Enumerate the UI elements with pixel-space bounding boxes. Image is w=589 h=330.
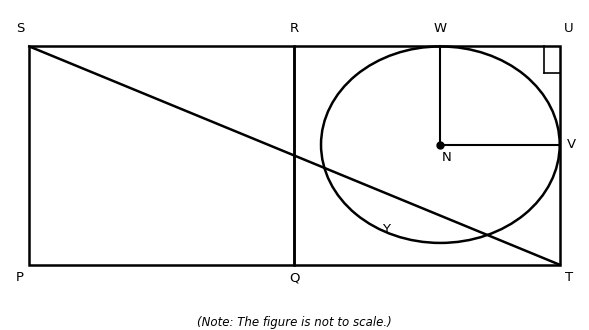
- Text: Y: Y: [382, 223, 390, 236]
- Text: Q: Q: [289, 271, 300, 284]
- Bar: [294, 47, 560, 265]
- Text: S: S: [16, 22, 24, 36]
- Text: P: P: [16, 271, 24, 284]
- Text: V: V: [567, 138, 576, 151]
- Text: W: W: [434, 22, 447, 36]
- Text: T: T: [565, 271, 573, 284]
- Text: U: U: [564, 22, 574, 36]
- Text: R: R: [290, 22, 299, 36]
- Bar: [29, 47, 294, 265]
- Text: (Note: The figure is not to scale.): (Note: The figure is not to scale.): [197, 316, 392, 329]
- Text: N: N: [442, 151, 452, 164]
